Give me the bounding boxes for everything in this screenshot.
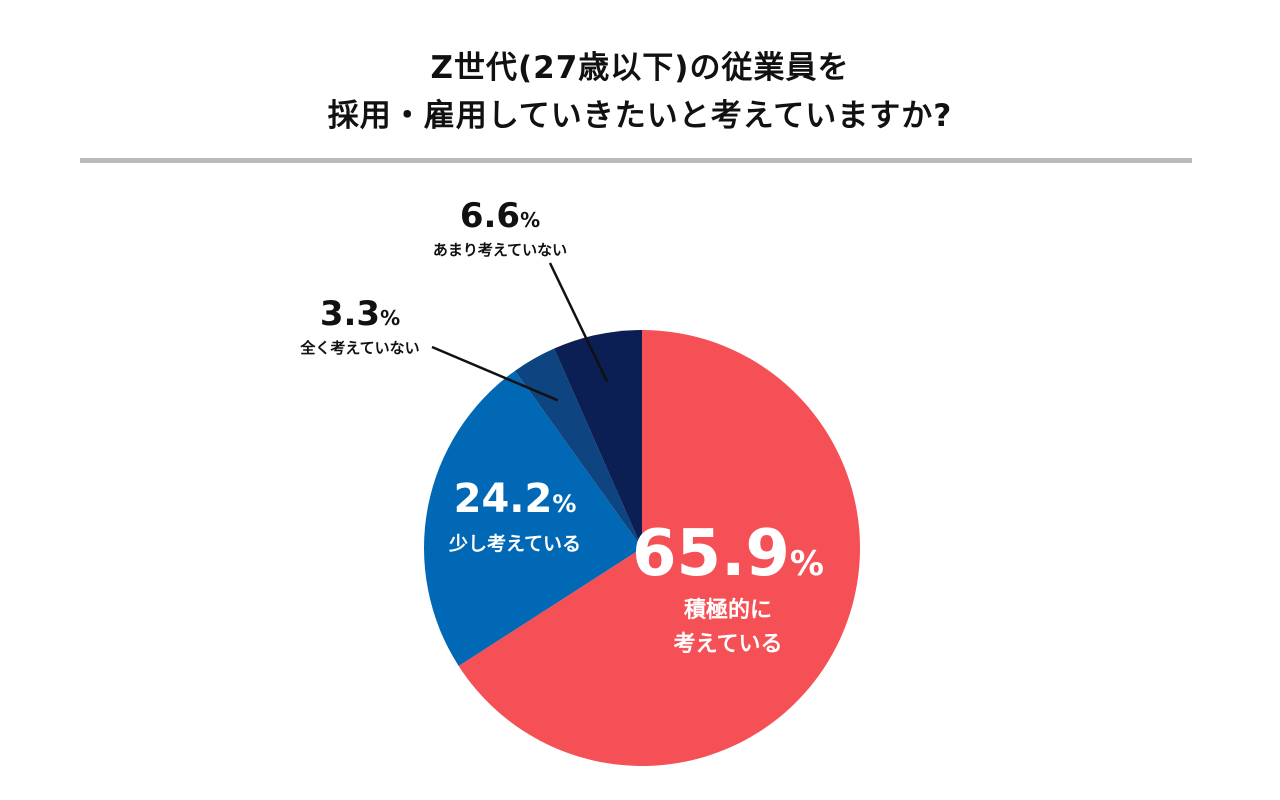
title-divider [80,158,1192,163]
slice-value-number: 3.3 [320,294,380,334]
leader-line-3 [431,345,559,402]
leader-lines [431,262,609,402]
slice-value-unit: % [552,490,576,518]
pie-slice-3 [514,348,642,548]
slice-label-line-3-1: 全く考えていない [299,339,419,357]
chart-title: Z世代(27歳以下)の従業員を 採用・雇用していきたいと考えていますか? [0,44,1280,140]
slice-label-4: 6.6% あまり考えていない [433,196,567,259]
slice-value-2: 24.2% [454,476,577,522]
slice-value-unit: % [520,208,540,232]
slice-value-number: 65.9 [632,517,790,591]
slice-value-4: 6.6% [460,196,540,236]
pie-slice-1 [458,330,860,766]
slice-label-line-4-1: あまり考えていない [433,241,567,259]
slice-value-unit: % [380,306,400,330]
slice-label-line-1-2: 考えている [674,632,783,657]
chart-title-line-2: 採用・雇用していきたいと考えていますか? [327,98,953,134]
slice-value-1: 65.9% [632,517,824,591]
slice-value-unit: % [790,544,824,584]
slice-label-line-2-1: 少し考えている [448,533,581,555]
pie-slices [423,330,860,766]
slice-label-2: 24.2% 少し考えている [448,476,581,555]
pie-slice-2 [423,370,642,666]
slice-value-3: 3.3% [320,294,400,334]
slice-label-3: 3.3% 全く考えていない [299,294,419,357]
slice-label-line-1-1: 積極的に [684,597,772,623]
chart-title-line-1: Z世代(27歳以下)の従業員を [430,50,850,86]
slice-value-number: 6.6 [460,196,520,236]
slice-value-number: 24.2 [454,476,553,522]
pie-slice-4 [554,330,642,548]
leader-line-4 [548,262,609,383]
